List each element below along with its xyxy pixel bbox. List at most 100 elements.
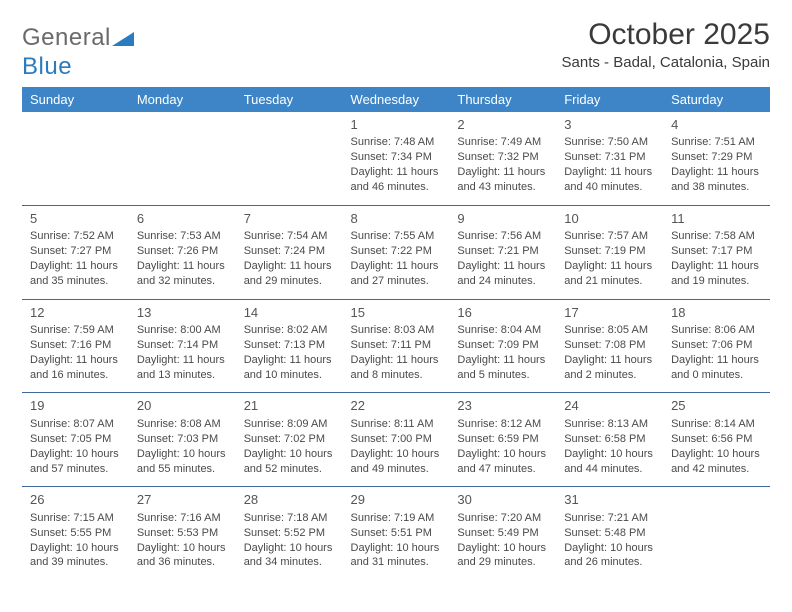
day-daylight: Daylight: 10 hours and 42 minutes. — [671, 447, 762, 477]
day-number: 24 — [564, 397, 655, 415]
title-block: October 2025 Sants - Badal, Catalonia, S… — [562, 18, 770, 71]
day-sunset: Sunset: 7:24 PM — [244, 244, 335, 259]
day-sunrise: Sunrise: 7:58 AM — [671, 229, 762, 244]
day-number: 7 — [244, 210, 335, 228]
day-sunset: Sunset: 7:21 PM — [457, 244, 548, 259]
day-daylight: Daylight: 11 hours and 13 minutes. — [137, 353, 228, 383]
calendar-empty-cell — [22, 112, 129, 205]
day-sunrise: Sunrise: 7:50 AM — [564, 135, 655, 150]
day-number: 31 — [564, 491, 655, 509]
day-sunset: Sunset: 7:06 PM — [671, 338, 762, 353]
day-sunrise: Sunrise: 7:18 AM — [244, 511, 335, 526]
day-sunset: Sunset: 7:17 PM — [671, 244, 762, 259]
calendar-day-header: Saturday — [663, 87, 770, 112]
day-daylight: Daylight: 11 hours and 16 minutes. — [30, 353, 121, 383]
calendar-day-cell: 22Sunrise: 8:11 AMSunset: 7:00 PMDayligh… — [343, 393, 450, 487]
calendar-day-cell: 24 Sunrise: 8:13 AMSunset: 6:58 PMDayligh… — [556, 393, 663, 487]
day-sunset: Sunset: 7:32 PM — [457, 150, 548, 165]
day-daylight: Daylight: 11 hours and 19 minutes. — [671, 259, 762, 289]
day-number: 15 — [351, 304, 442, 322]
calendar-day-cell: 25Sunrise: 8:14 AMSunset: 6:56 PMDayligh… — [663, 393, 770, 487]
calendar-week-row: 1Sunrise: 7:48 AMSunset: 7:34 PMDaylight… — [22, 112, 770, 205]
day-sunset: Sunset: 7:05 PM — [30, 432, 121, 447]
day-sunset: Sunset: 7:00 PM — [351, 432, 442, 447]
day-sunrise: Sunrise: 7:48 AM — [351, 135, 442, 150]
calendar-day-cell: 15Sunrise: 8:03 AMSunset: 7:11 PMDayligh… — [343, 299, 450, 393]
day-sunrise: Sunrise: 7:56 AM — [457, 229, 548, 244]
calendar-day-header: Monday — [129, 87, 236, 112]
day-number: 20 — [137, 397, 228, 415]
day-sunrise: Sunrise: 7:49 AM — [457, 135, 548, 150]
calendar-day-cell: 23Sunrise: 8:12 AMSunset: 6:59 PMDayligh… — [449, 393, 556, 487]
day-number: 10 — [564, 210, 655, 228]
day-number: 19 — [30, 397, 121, 415]
calendar-day-header: Wednesday — [343, 87, 450, 112]
day-sunset: Sunset: 5:48 PM — [564, 526, 655, 541]
day-sunrise: Sunrise: 8:09 AM — [244, 417, 335, 432]
day-daylight: Daylight: 10 hours and 26 minutes. — [564, 541, 655, 571]
calendar-empty-cell — [129, 112, 236, 205]
calendar-day-cell: 26Sunrise: 7:15 AMSunset: 5:55 PMDayligh… — [22, 487, 129, 580]
day-sunset: Sunset: 5:53 PM — [137, 526, 228, 541]
day-sunset: Sunset: 7:09 PM — [457, 338, 548, 353]
day-sunrise: Sunrise: 7:53 AM — [137, 229, 228, 244]
day-sunset: Sunset: 7:29 PM — [671, 150, 762, 165]
calendar-day-cell: 31Sunrise: 7:21 AMSunset: 5:48 PMDayligh… — [556, 487, 663, 580]
day-sunset: Sunset: 7:27 PM — [30, 244, 121, 259]
day-sunrise: Sunrise: 7:54 AM — [244, 229, 335, 244]
day-sunrise: Sunrise: 8:00 AM — [137, 323, 228, 338]
day-sunrise: Sunrise: 8:06 AM — [671, 323, 762, 338]
day-daylight: Daylight: 11 hours and 8 minutes. — [351, 353, 442, 383]
day-sunset: Sunset: 7:31 PM — [564, 150, 655, 165]
day-daylight: Daylight: 11 hours and 46 minutes. — [351, 165, 442, 195]
day-sunrise: Sunrise: 8:13 AM — [564, 417, 655, 432]
day-number: 18 — [671, 304, 762, 322]
day-number: 23 — [457, 397, 548, 415]
day-daylight: Daylight: 10 hours and 49 minutes. — [351, 447, 442, 477]
day-daylight: Daylight: 10 hours and 55 minutes. — [137, 447, 228, 477]
day-sunset: Sunset: 6:58 PM — [564, 432, 655, 447]
day-sunrise: Sunrise: 8:08 AM — [137, 417, 228, 432]
day-number: 27 — [137, 491, 228, 509]
day-sunrise: Sunrise: 7:15 AM — [30, 511, 121, 526]
calendar-day-cell: 2Sunrise: 7:49 AMSunset: 7:32 PMDaylight… — [449, 112, 556, 205]
day-daylight: Daylight: 10 hours and 44 minutes. — [564, 447, 655, 477]
logo: General Blue — [22, 18, 134, 81]
day-sunset: Sunset: 5:55 PM — [30, 526, 121, 541]
day-daylight: Daylight: 11 hours and 21 minutes. — [564, 259, 655, 289]
day-sunrise: Sunrise: 7:57 AM — [564, 229, 655, 244]
calendar-day-cell: 7Sunrise: 7:54 AMSunset: 7:24 PMDaylight… — [236, 205, 343, 299]
calendar-day-header: Sunday — [22, 87, 129, 112]
calendar-day-cell: 28Sunrise: 7:18 AMSunset: 5:52 PMDayligh… — [236, 487, 343, 580]
day-number: 28 — [244, 491, 335, 509]
day-sunset: Sunset: 6:56 PM — [671, 432, 762, 447]
calendar-day-cell: 10Sunrise: 7:57 AMSunset: 7:19 PMDayligh… — [556, 205, 663, 299]
day-number: 11 — [671, 210, 762, 228]
day-number: 13 — [137, 304, 228, 322]
calendar-day-cell: 9Sunrise: 7:56 AMSunset: 7:21 PMDaylight… — [449, 205, 556, 299]
day-number: 8 — [351, 210, 442, 228]
page-title: October 2025 — [562, 18, 770, 52]
day-sunrise: Sunrise: 7:16 AM — [137, 511, 228, 526]
day-daylight: Daylight: 11 hours and 2 minutes. — [564, 353, 655, 383]
calendar-day-cell: 1Sunrise: 7:48 AMSunset: 7:34 PMDaylight… — [343, 112, 450, 205]
day-number: 14 — [244, 304, 335, 322]
calendar-day-cell: 30Sunrise: 7:20 AMSunset: 5:49 PMDayligh… — [449, 487, 556, 580]
calendar-day-cell: 6Sunrise: 7:53 AMSunset: 7:26 PMDaylight… — [129, 205, 236, 299]
day-sunset: Sunset: 7:14 PM — [137, 338, 228, 353]
calendar-week-row: 5Sunrise: 7:52 AMSunset: 7:27 PMDaylight… — [22, 205, 770, 299]
calendar-table: SundayMondayTuesdayWednesdayThursdayFrid… — [22, 87, 770, 581]
day-sunrise: Sunrise: 8:02 AM — [244, 323, 335, 338]
day-sunset: Sunset: 7:34 PM — [351, 150, 442, 165]
day-daylight: Daylight: 10 hours and 57 minutes. — [30, 447, 121, 477]
day-sunrise: Sunrise: 8:03 AM — [351, 323, 442, 338]
calendar-day-cell: 11Sunrise: 7:58 AMSunset: 7:17 PMDayligh… — [663, 205, 770, 299]
day-sunset: Sunset: 6:59 PM — [457, 432, 548, 447]
day-sunset: Sunset: 7:11 PM — [351, 338, 442, 353]
day-number: 4 — [671, 116, 762, 134]
day-number: 12 — [30, 304, 121, 322]
calendar-day-cell: 19Sunrise: 8:07 AMSunset: 7:05 PMDayligh… — [22, 393, 129, 487]
day-sunrise: Sunrise: 8:14 AM — [671, 417, 762, 432]
day-number: 29 — [351, 491, 442, 509]
calendar-day-cell: 13Sunrise: 8:00 AMSunset: 7:14 PMDayligh… — [129, 299, 236, 393]
